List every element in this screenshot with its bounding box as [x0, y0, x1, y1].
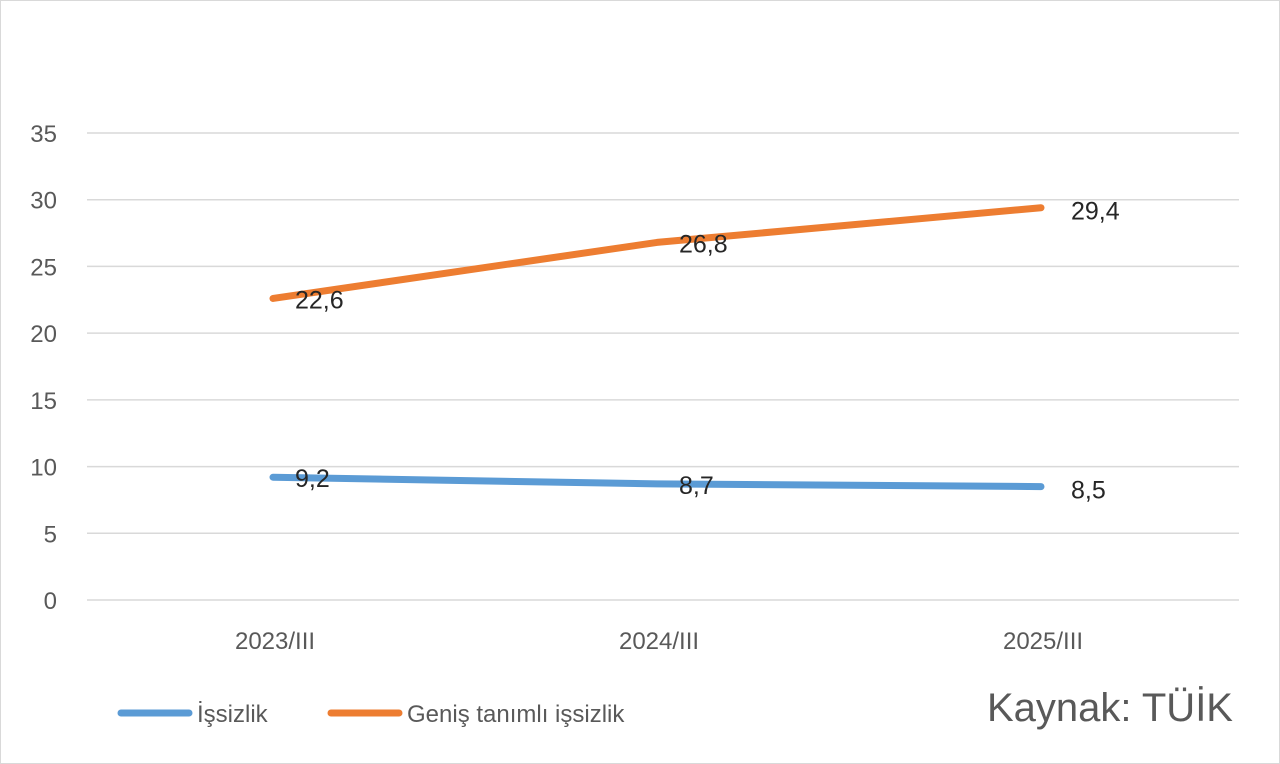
y-tick-label: 5 [44, 521, 57, 548]
series-line-0 [269, 473, 1045, 491]
source-note: Kaynak: TÜİK [987, 685, 1233, 730]
data-label: 29,4 [1071, 198, 1120, 226]
x-tick-label: 2025/III [1003, 628, 1083, 655]
y-tick-label: 20 [30, 321, 57, 348]
data-label: 26,8 [679, 230, 728, 258]
y-tick-label: 25 [30, 254, 57, 281]
data-labels: 9,2 8,7 8,5 22,6 26,8 29,4 [295, 198, 1120, 505]
legend: İşsizlik Geniş tanımlı işsizlik [117, 701, 625, 728]
data-label: 22,6 [295, 286, 344, 314]
data-label: 8,7 [679, 472, 714, 500]
series-line-1 [269, 204, 1045, 302]
series-lines [269, 204, 1045, 491]
y-tick-label: 30 [30, 188, 57, 215]
x-tick-label: 2024/III [619, 628, 699, 655]
x-tick-label: 2023/III [235, 628, 315, 655]
y-tick-label: 35 [30, 121, 57, 148]
y-tick-label: 15 [30, 388, 57, 415]
y-axis-ticks: 0 5 10 15 20 25 30 35 [30, 121, 57, 615]
data-label: 9,2 [295, 465, 330, 493]
x-axis-ticks: 2023/III 2024/III 2025/III [235, 628, 1083, 655]
legend-label-0: İşsizlik [197, 701, 269, 728]
gridlines [87, 132, 1239, 601]
data-label: 8,5 [1071, 477, 1106, 505]
y-tick-label: 10 [30, 455, 57, 482]
y-tick-label: 0 [44, 588, 57, 615]
legend-label-1: Geniş tanımlı işsizlik [407, 701, 625, 728]
